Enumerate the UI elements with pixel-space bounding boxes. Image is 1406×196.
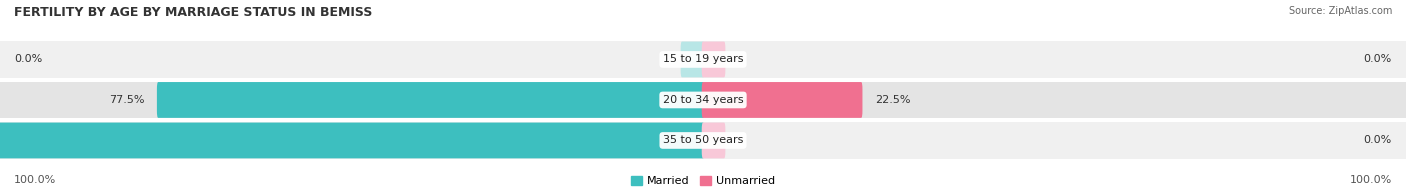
Text: FERTILITY BY AGE BY MARRIAGE STATUS IN BEMISS: FERTILITY BY AGE BY MARRIAGE STATUS IN B…	[14, 6, 373, 19]
Text: 15 to 19 years: 15 to 19 years	[662, 54, 744, 64]
Text: 0.0%: 0.0%	[1364, 135, 1392, 145]
FancyBboxPatch shape	[702, 82, 862, 118]
Legend: Married, Unmarried: Married, Unmarried	[627, 171, 779, 191]
Bar	[0, 122, 1406, 159]
Text: 0.0%: 0.0%	[14, 54, 42, 64]
Bar	[0, 82, 1406, 118]
Text: 35 to 50 years: 35 to 50 years	[662, 135, 744, 145]
FancyBboxPatch shape	[702, 122, 725, 158]
Text: Source: ZipAtlas.com: Source: ZipAtlas.com	[1288, 6, 1392, 16]
Text: 100.0%: 100.0%	[14, 175, 56, 185]
Text: 77.5%: 77.5%	[108, 95, 145, 105]
Text: 0.0%: 0.0%	[1364, 54, 1392, 64]
FancyBboxPatch shape	[702, 42, 725, 77]
Bar	[0, 41, 1406, 78]
FancyBboxPatch shape	[157, 82, 704, 118]
FancyBboxPatch shape	[681, 42, 704, 77]
Text: 100.0%: 100.0%	[1350, 175, 1392, 185]
Text: 20 to 34 years: 20 to 34 years	[662, 95, 744, 105]
FancyBboxPatch shape	[0, 122, 704, 158]
Text: 22.5%: 22.5%	[875, 95, 911, 105]
